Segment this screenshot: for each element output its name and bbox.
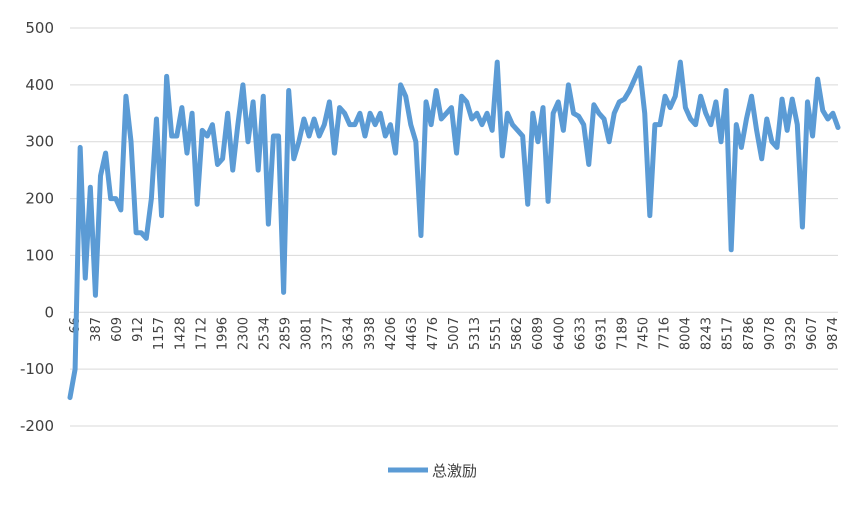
- y-tick-label: -200: [20, 417, 54, 435]
- x-tick-label: 609: [110, 317, 125, 342]
- x-tick-label: 5862: [510, 317, 525, 350]
- x-tick-label: 4206: [384, 317, 399, 350]
- y-tick-label: -100: [20, 360, 54, 378]
- x-tick-label: 9078: [763, 317, 778, 350]
- x-tick-label: 8243: [700, 317, 715, 350]
- x-tick-label: 1157: [152, 317, 167, 350]
- x-tick-label: 387: [89, 317, 104, 342]
- x-tick-label: 3081: [300, 317, 315, 350]
- gridlines: [70, 27, 838, 427]
- x-tick-label: 1712: [194, 317, 209, 350]
- y-tick-label: 0: [44, 303, 54, 321]
- y-axis-tick-labels: -200 -100 0 100 200 300 400 500: [20, 19, 54, 435]
- x-tick-label: 5313: [468, 317, 483, 350]
- y-tick-label: 300: [25, 133, 54, 151]
- x-tick-label: 5007: [447, 317, 462, 350]
- y-tick-label: 500: [25, 19, 54, 37]
- x-tick-label: 8004: [679, 317, 694, 350]
- x-tick-label: 8786: [742, 317, 757, 350]
- series-group: [67, 59, 841, 401]
- x-tick-label: 2534: [258, 317, 273, 350]
- x-tick-label: 6089: [531, 317, 546, 350]
- x-tick-label: 6400: [552, 317, 567, 350]
- legend-label-series-1: 总激励: [432, 462, 477, 480]
- series-line-1: [67, 59, 841, 401]
- x-tick-label: 3377: [321, 317, 336, 350]
- y-tick-label: 100: [25, 246, 54, 264]
- x-tick-label: 2300: [236, 317, 251, 350]
- x-tick-label: 6633: [573, 317, 588, 350]
- x-tick-label: 1428: [173, 317, 188, 350]
- x-tick-label: 4463: [405, 317, 420, 350]
- x-tick-label: 9607: [805, 317, 820, 350]
- y-tick-label: 200: [25, 190, 54, 208]
- x-tick-label: 5551: [489, 317, 504, 350]
- x-tick-label: 7450: [637, 317, 652, 350]
- x-tick-label: 7189: [615, 317, 630, 350]
- x-tick-label: 9329: [784, 317, 799, 350]
- x-tick-label: 912: [131, 317, 146, 342]
- x-tick-label: 8517: [721, 317, 736, 350]
- y-tick-label: 400: [25, 76, 54, 94]
- x-tick-label: 4776: [426, 317, 441, 350]
- x-tick-label: 7716: [658, 317, 673, 350]
- x-tick-label: 9874: [826, 317, 841, 350]
- x-tick-label: 1996: [215, 317, 230, 350]
- x-tick-label: 6931: [594, 317, 609, 350]
- x-axis-tick-labels: 66 387 609 912 1157 1428 1712 1996 2300 2534 2859 3…: [68, 317, 841, 350]
- legend: 总激励: [388, 462, 477, 480]
- x-tick-label: 3634: [342, 317, 357, 350]
- x-tick-label: 2859: [279, 317, 294, 350]
- x-tick-label: 3938: [363, 317, 378, 350]
